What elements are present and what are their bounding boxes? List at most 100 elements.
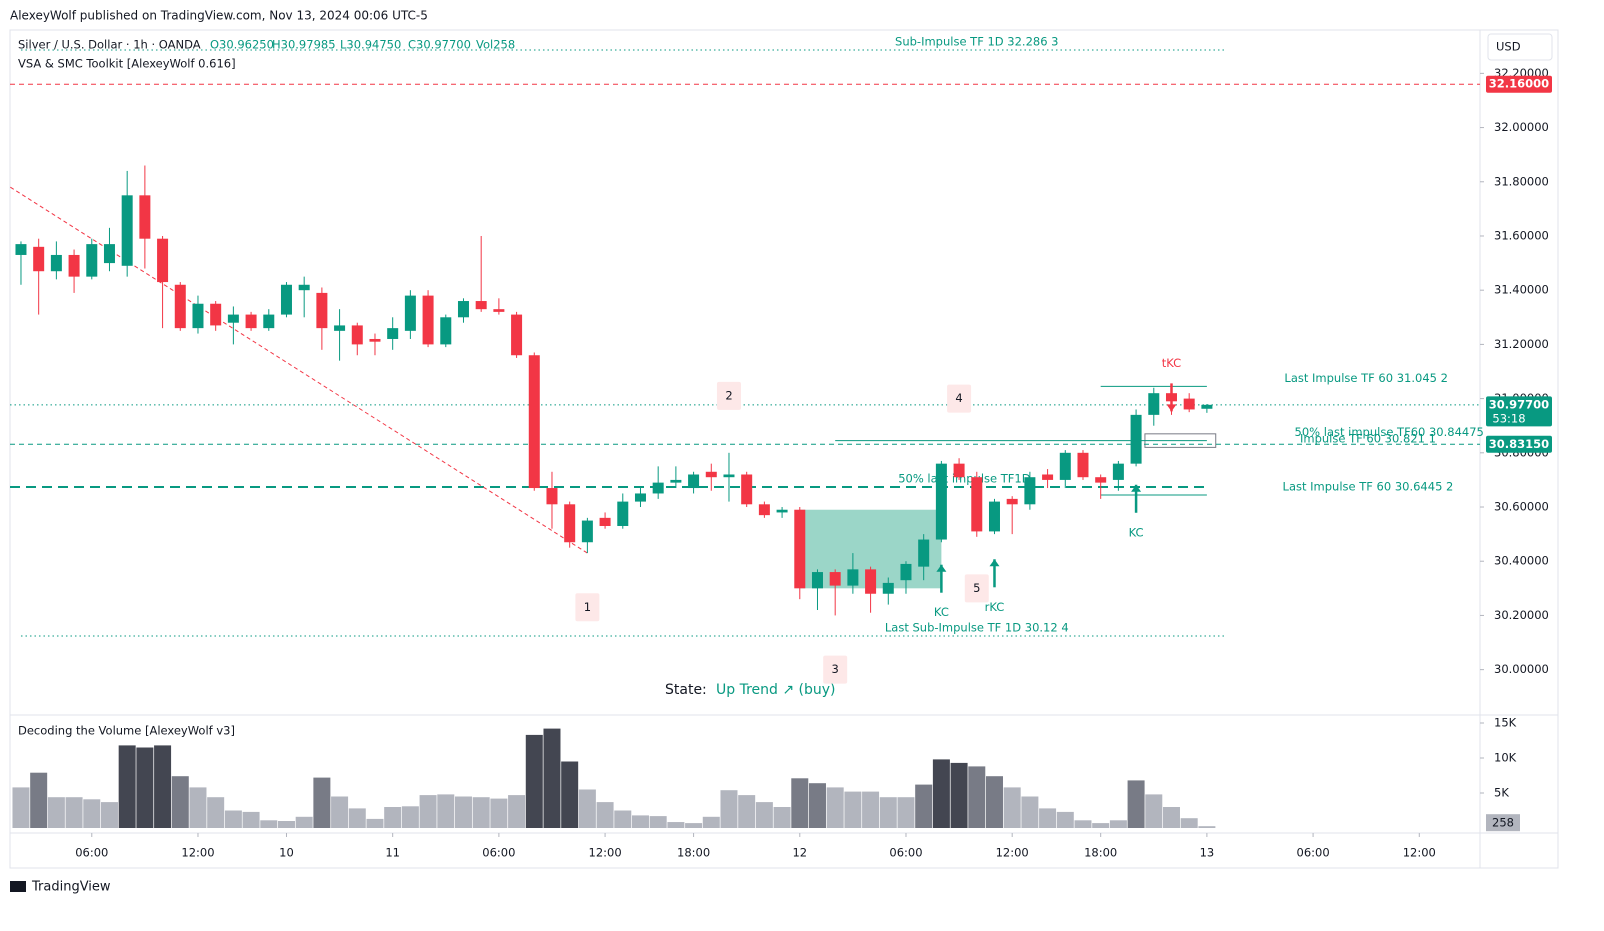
- candle-body: [758, 504, 770, 516]
- signal-label: rKC: [985, 600, 1005, 614]
- x-tick-label: 18:00: [677, 846, 710, 860]
- volume-bar: [561, 761, 579, 828]
- candle-body: [847, 569, 859, 586]
- candle-body: [86, 244, 98, 277]
- candle-body: [157, 238, 169, 283]
- level-label: Last Sub-Impulse TF 1D 30.12 4: [885, 621, 1069, 635]
- y-tick-label: 30.20000: [1494, 608, 1549, 622]
- volume-title: Decoding the Volume [AlexeyWolf v3]: [18, 724, 235, 738]
- price-tag-label: 30.97700: [1489, 397, 1549, 411]
- indicator-name: VSA & SMC Toolkit [AlexeyWolf 0.616]: [18, 57, 236, 71]
- volume-tag: [1486, 814, 1520, 832]
- candle-body: [581, 520, 593, 543]
- candle-body: [1024, 477, 1036, 505]
- volume-bar: [454, 796, 472, 828]
- candle-body: [334, 325, 346, 331]
- candle-body: [617, 501, 629, 526]
- volume-bar: [985, 776, 1003, 828]
- currency-button[interactable]: [1487, 33, 1553, 61]
- volume-bar: [224, 810, 242, 828]
- volume-bar: [154, 745, 172, 828]
- volume-bar: [844, 791, 862, 828]
- candle-body: [1042, 474, 1054, 480]
- candle-body: [776, 509, 788, 513]
- candle-body: [227, 314, 239, 323]
- volume-bar: [490, 798, 508, 828]
- signal-arrow-head: [1131, 484, 1142, 492]
- y-tick-label: 31.80000: [1494, 174, 1549, 188]
- candle-body: [511, 314, 523, 356]
- volume-bar: [47, 797, 65, 828]
- level-label: Impulse TF 60 30.821 1: [1300, 432, 1436, 446]
- volume-bar: [950, 762, 968, 828]
- volume: Vol258: [476, 38, 515, 52]
- volume-bar: [525, 734, 543, 828]
- volume-bar: [171, 776, 189, 828]
- y-tick-label: 31.20000: [1494, 337, 1549, 351]
- volume-bar: [738, 795, 756, 828]
- volume-bar: [1056, 811, 1074, 828]
- candle-body: [351, 325, 363, 345]
- symbol-legend: Silver / U.S. Dollar · 1h · OANDA O30.96…: [18, 38, 515, 52]
- y-tick-label: 30.00000: [1494, 662, 1549, 676]
- candle-body: [280, 284, 292, 315]
- volume-bar: [1092, 823, 1110, 828]
- volume-bar: [879, 797, 897, 828]
- wave-marker: [964, 574, 989, 603]
- signal-arrow-head: [936, 564, 947, 572]
- candle-body: [634, 493, 646, 502]
- volume-bar: [242, 811, 260, 828]
- volume-tick-label: 10K: [1494, 751, 1517, 765]
- candle-body: [369, 338, 381, 342]
- x-tick-label: 06:00: [1297, 846, 1330, 860]
- volume-bar: [1145, 794, 1163, 828]
- symbol: Silver / U.S. Dollar · 1h · OANDA: [18, 38, 201, 52]
- volume-bar: [366, 818, 384, 828]
- volume-bar: [30, 772, 48, 828]
- candle-body: [705, 471, 717, 478]
- level-label: Last Impulse TF 60 31.045 2: [1284, 371, 1448, 385]
- volume-bar: [1180, 818, 1198, 828]
- signal-arrow-head: [1166, 404, 1177, 412]
- chart-frame: [9, 29, 1559, 869]
- candle-body: [723, 474, 735, 478]
- candle-body: [387, 328, 399, 339]
- candle-body: [1006, 498, 1018, 505]
- volume-bar: [543, 728, 561, 828]
- candle-body: [829, 572, 841, 586]
- candle-body: [263, 314, 275, 329]
- volume-bar: [773, 807, 791, 828]
- volume-bar: [755, 802, 773, 828]
- close: C30.97700: [408, 38, 471, 52]
- volume-bar: [207, 797, 225, 828]
- volume-tick-label: 15K: [1494, 716, 1517, 730]
- volume-bar: [791, 778, 809, 828]
- price-tag-countdown: 53:18: [1492, 411, 1525, 425]
- wave-marker: [716, 381, 741, 410]
- candle-body: [457, 301, 469, 318]
- candle-body: [528, 355, 540, 489]
- wave-marker: [575, 593, 600, 622]
- level-label: Last Impulse TF 60 30.6445 2: [1283, 479, 1454, 493]
- currency: USD: [1496, 40, 1521, 54]
- candle-body: [971, 477, 983, 532]
- price-tag-label: 30.83150: [1489, 437, 1549, 451]
- volume-tick-label: 5K: [1494, 786, 1509, 800]
- volume-bar: [596, 802, 614, 828]
- candle-body: [741, 474, 753, 505]
- candle-body: [670, 479, 682, 483]
- x-tick-label: 18:00: [1084, 846, 1117, 860]
- candle-body: [1201, 404, 1213, 409]
- volume-bar: [897, 797, 915, 828]
- candle-body: [1130, 414, 1142, 464]
- candle-body: [33, 246, 45, 272]
- volume-bar: [826, 787, 844, 828]
- level-label: 50% last impulse TF60 30.84475: [1295, 425, 1484, 439]
- candle-body: [599, 517, 611, 526]
- y-tick-label: 30.40000: [1494, 554, 1549, 568]
- x-tick-label: 06:00: [889, 846, 922, 860]
- y-tick-label: 31.60000: [1494, 228, 1549, 242]
- volume-bar: [83, 799, 101, 828]
- y-tick-label: 32.00000: [1494, 120, 1549, 134]
